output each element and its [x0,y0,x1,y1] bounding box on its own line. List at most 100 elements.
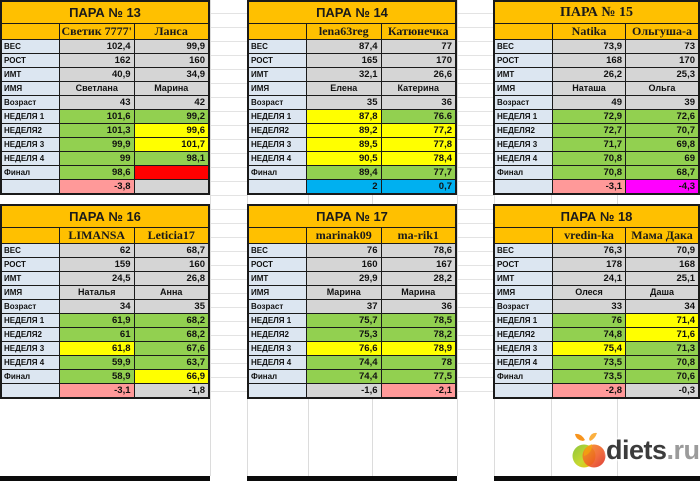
value-cell[interactable]: 26,6 [380,68,455,81]
value-cell[interactable]: 78,2 [380,328,455,341]
pair-title-cell[interactable]: ПАРА № 17 [249,206,455,228]
row-label-cell[interactable]: НЕДЕЛЯ 3 [249,342,306,355]
row-label-cell[interactable]: Возраст [495,96,552,109]
value-cell[interactable]: 70,6 [625,370,698,383]
corner-cell[interactable] [249,24,306,39]
member-name-cell[interactable]: vredin-ka [552,228,625,243]
row-label-cell[interactable]: ИМЯ [249,82,306,95]
value-cell[interactable]: 70,9 [625,244,698,257]
value-cell[interactable]: 98,6 [59,166,134,179]
value-cell[interactable]: 25,3 [625,68,698,81]
value-cell[interactable]: 49 [552,96,625,109]
row-label-cell[interactable]: НЕДЕЛЯ 3 [2,138,59,151]
value-cell[interactable]: 165 [306,54,381,67]
row-label-cell[interactable]: НЕДЕЛЯ2 [495,124,552,137]
row-label-cell[interactable]: ВЕС [495,244,552,257]
value-cell[interactable]: Наталья [59,286,134,299]
row-label-cell[interactable] [2,384,59,397]
corner-cell[interactable] [495,228,552,243]
value-cell[interactable]: 78 [380,356,455,369]
value-cell[interactable]: 68,7 [133,244,208,257]
row-label-cell[interactable]: Финал [495,166,552,179]
member-name-cell[interactable]: Leticia17 [133,228,209,243]
corner-cell[interactable] [249,228,306,243]
value-cell[interactable]: 69 [625,152,698,165]
value-cell[interactable]: 78,9 [380,342,455,355]
row-label-cell[interactable]: ИМТ [495,68,552,81]
value-cell[interactable]: 73,5 [552,370,625,383]
value-cell[interactable]: 39 [625,96,698,109]
row-label-cell[interactable]: ВЕС [249,40,306,53]
value-cell[interactable]: 71,4 [625,314,698,327]
value-cell[interactable]: 87,4 [306,40,381,53]
member-name-cell[interactable]: LIMANSA [59,228,134,243]
value-cell[interactable]: 76 [552,314,625,327]
value-cell[interactable]: 170 [380,54,455,67]
row-label-cell[interactable]: НЕДЕЛЯ2 [249,124,306,137]
value-cell[interactable]: 178 [552,258,625,271]
value-cell[interactable]: Марина [133,82,208,95]
value-cell[interactable] [133,166,208,179]
value-cell[interactable]: 77,7 [380,166,455,179]
value-cell[interactable]: -3,1 [59,384,134,397]
value-cell[interactable]: 74,4 [306,370,381,383]
row-label-cell[interactable]: НЕДЕЛЯ 1 [249,110,306,123]
value-cell[interactable]: 101,3 [59,124,134,137]
value-cell[interactable]: 78,5 [380,314,455,327]
member-name-cell[interactable]: ma-rik1 [380,228,456,243]
value-cell[interactable]: 75,3 [306,328,381,341]
value-cell[interactable]: Марина [306,286,381,299]
row-label-cell[interactable]: НЕДЕЛЯ 3 [495,342,552,355]
value-cell[interactable]: 90,5 [306,152,381,165]
value-cell[interactable]: Ольга [625,82,698,95]
row-label-cell[interactable]: РОСТ [2,54,59,67]
value-cell[interactable]: 70,8 [625,356,698,369]
value-cell[interactable]: 35 [133,300,208,313]
value-cell[interactable]: 99,2 [133,110,208,123]
row-label-cell[interactable]: Возраст [495,300,552,313]
value-cell[interactable]: 37 [306,300,381,313]
value-cell[interactable]: 99 [59,152,134,165]
value-cell[interactable]: 77 [380,40,455,53]
row-label-cell[interactable]: НЕДЕЛЯ 4 [2,152,59,165]
value-cell[interactable]: 40,9 [59,68,134,81]
row-label-cell[interactable]: Возраст [249,300,306,313]
value-cell[interactable]: 101,6 [59,110,134,123]
row-label-cell[interactable]: НЕДЕЛЯ 4 [495,356,552,369]
value-cell[interactable]: 26,2 [552,68,625,81]
value-cell[interactable]: 89,4 [306,166,381,179]
value-cell[interactable]: 76,6 [306,342,381,355]
value-cell[interactable]: 167 [380,258,455,271]
value-cell[interactable]: 28,2 [380,272,455,285]
row-label-cell[interactable]: Возраст [2,300,59,313]
value-cell[interactable]: 34,9 [133,68,208,81]
value-cell[interactable]: 77,5 [380,370,455,383]
row-label-cell[interactable]: РОСТ [249,258,306,271]
value-cell[interactable]: 61 [59,328,134,341]
pair-title-cell[interactable]: ПАРА № 14 [249,2,455,24]
row-label-cell[interactable]: НЕДЕЛЯ 4 [249,356,306,369]
row-label-cell[interactable]: Финал [249,370,306,383]
row-label-cell[interactable]: Возраст [2,96,59,109]
member-name-cell[interactable]: Ланса [133,24,209,39]
value-cell[interactable]: 61,9 [59,314,134,327]
value-cell[interactable]: 160 [133,258,208,271]
row-label-cell[interactable]: НЕДЕЛЯ 3 [495,138,552,151]
value-cell[interactable]: 78,4 [380,152,455,165]
value-cell[interactable]: 99,9 [133,40,208,53]
row-label-cell[interactable]: ИМЯ [495,286,552,299]
row-label-cell[interactable]: НЕДЕЛЯ 4 [2,356,59,369]
value-cell[interactable]: 77,8 [380,138,455,151]
value-cell[interactable]: Елена [306,82,381,95]
value-cell[interactable]: 76 [306,244,381,257]
value-cell[interactable]: 66,9 [133,370,208,383]
value-cell[interactable]: 87,8 [306,110,381,123]
value-cell[interactable]: 160 [133,54,208,67]
value-cell[interactable]: -3,1 [552,180,625,193]
pair-title-cell[interactable]: ПАРА № 15 [495,2,698,24]
value-cell[interactable]: 59,9 [59,356,134,369]
row-label-cell[interactable]: ВЕС [495,40,552,53]
row-label-cell[interactable]: ВЕС [2,40,59,53]
value-cell[interactable]: 2 [306,180,381,193]
value-cell[interactable]: -2,8 [552,384,625,397]
